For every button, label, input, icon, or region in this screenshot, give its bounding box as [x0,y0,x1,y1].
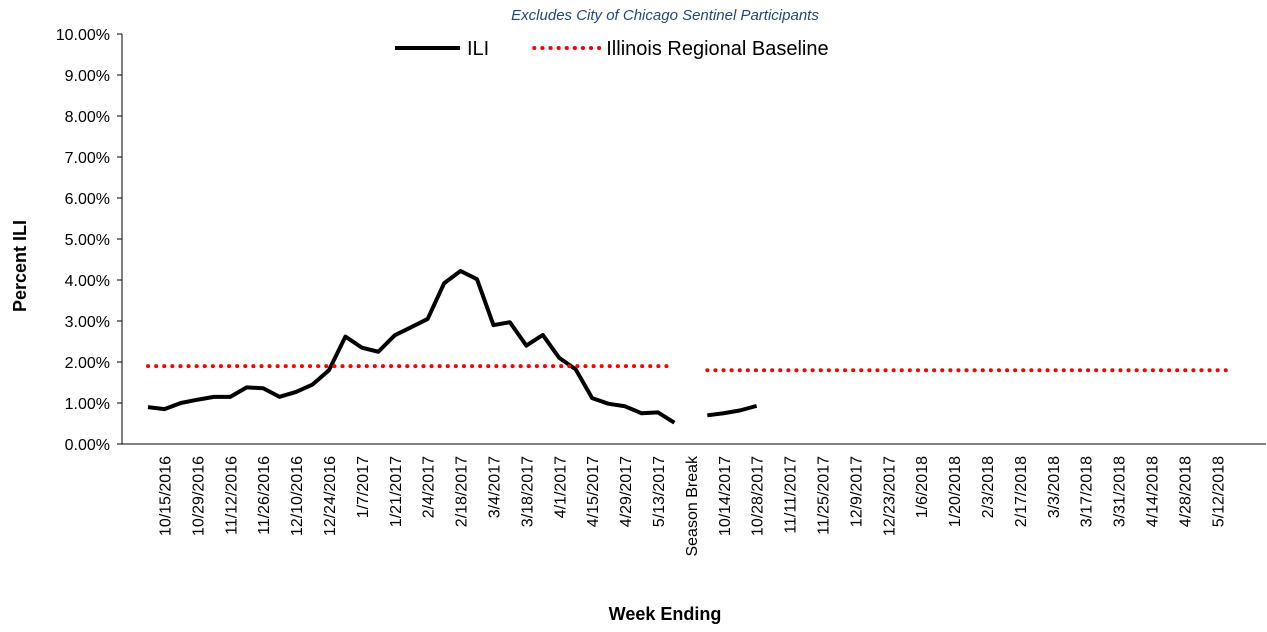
x-tick-label: 3/17/2018 [1079,456,1096,527]
y-tick-label: 1.00% [65,396,110,413]
x-tick-label: 2/3/2018 [980,456,997,518]
y-tick-label: 6.00% [65,191,110,208]
x-tick-label: 11/11/2017 [783,456,800,534]
x-tick-label: 1/20/2018 [947,456,964,527]
x-tick-label: 1/7/2017 [355,456,372,518]
x-tick-label: 2/17/2018 [1013,456,1030,527]
x-tick-label: 12/23/2017 [881,456,898,536]
x-tick-label: 10/15/2016 [157,456,174,536]
x-tick-label: 4/28/2018 [1177,456,1194,527]
y-tick-label: 2.00% [65,355,110,372]
x-tick-label: 1/21/2017 [388,456,405,527]
x-tick-label: 12/9/2017 [848,456,865,527]
y-tick-label: 5.00% [65,232,110,249]
chart-subtitle: Excludes City of Chicago Sentinel Partic… [511,7,819,24]
x-tick-label: 4/29/2017 [618,456,635,527]
x-tick-label: 4/15/2017 [585,456,602,527]
y-tick-label: 4.00% [65,273,110,290]
x-tick-label: 11/12/2016 [223,456,240,535]
x-tick-label: Season Break [684,455,701,557]
x-tick-label: 11/26/2016 [256,456,273,535]
x-tick-label: 2/18/2017 [454,456,471,527]
x-tick-label: 3/4/2017 [486,456,503,518]
x-tick-label: 5/12/2018 [1210,456,1227,527]
x-tick-label: 5/13/2017 [651,456,668,527]
legend-label: ILI [467,38,489,60]
x-tick-label: 3/31/2018 [1112,456,1129,527]
y-tick-label: 7.00% [65,150,110,167]
series-line [146,364,1236,373]
x-tick-label: 11/25/2017 [815,456,832,535]
x-tick-label: 1/6/2018 [914,456,931,518]
y-tick-label: 8.00% [65,109,110,126]
y-tick-label: 0.00% [65,437,110,454]
x-tick-label: 10/28/2017 [750,456,767,536]
x-axis-title: Week Ending [609,604,722,624]
x-tick-label: 4/14/2018 [1144,456,1161,527]
x-tick-label: 10/29/2016 [190,456,207,536]
x-tick-label: 12/24/2016 [322,456,339,536]
series-line [147,268,758,425]
x-tick-label: 2/4/2017 [421,456,438,518]
y-tick-label: 10.00% [56,27,110,44]
y-tick-label: 3.00% [65,314,110,331]
x-tick-label: 10/14/2017 [717,456,734,536]
y-tick-label: 9.00% [65,68,110,85]
x-tick-label: 3/18/2017 [519,456,536,527]
x-tick-label: 12/10/2016 [289,456,306,536]
x-tick-label: 3/3/2018 [1046,456,1063,518]
y-axis-title: Percent ILI [10,220,30,312]
x-tick-label: 4/1/2017 [552,456,569,518]
legend-label: Illinois Regional Baseline [606,38,828,60]
